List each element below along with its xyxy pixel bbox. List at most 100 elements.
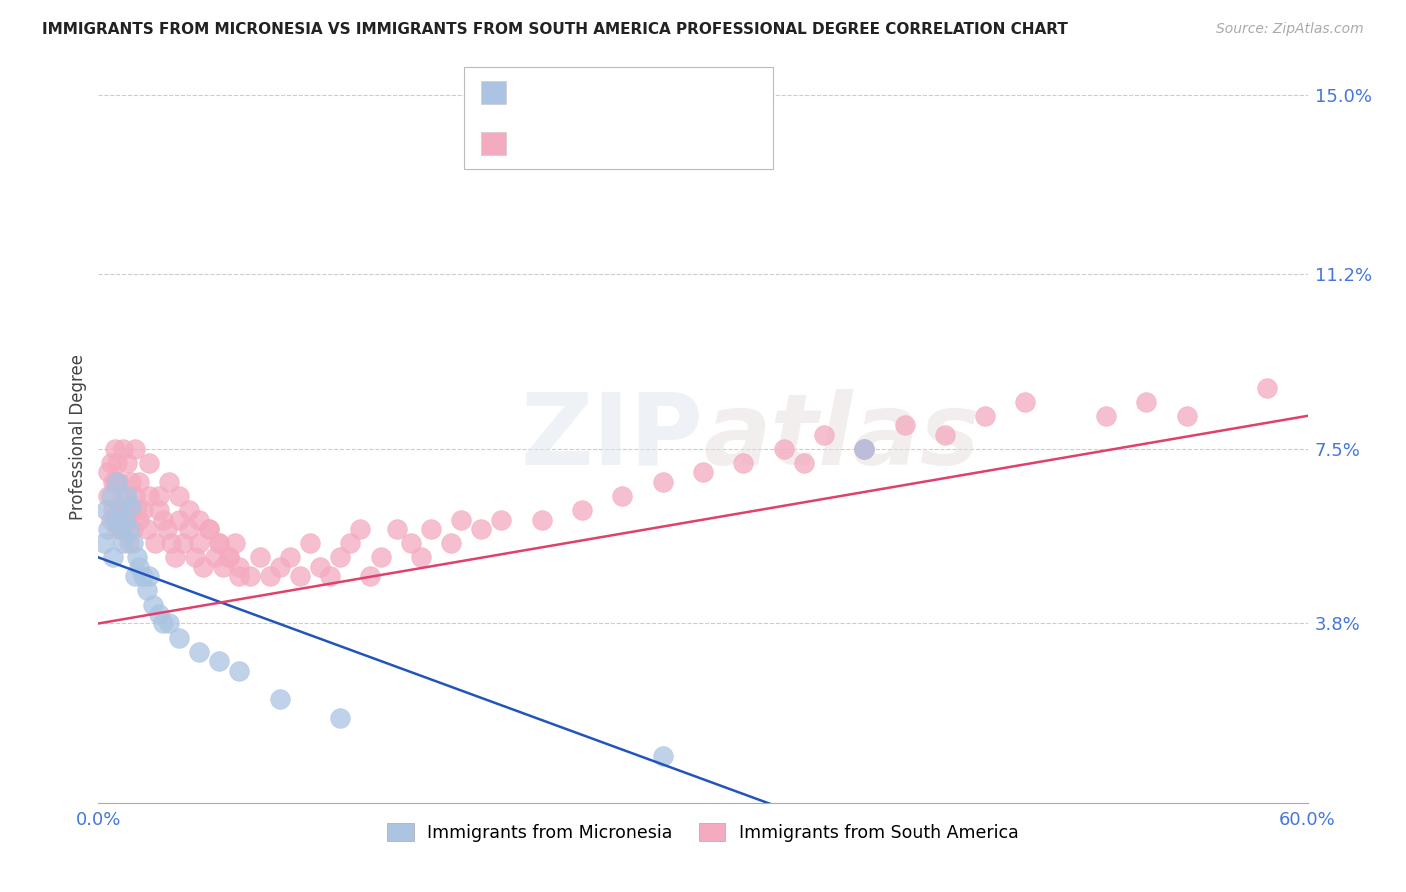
Point (651, 748, 673, 763)
Point (1014, 394, 1036, 409)
Point (278, 550, 301, 565)
Point (450, 513, 472, 527)
Point (96, 503, 118, 517)
Point (103, 442, 125, 456)
Point (399, 536, 422, 550)
Point (100, 456, 122, 470)
Point (115, 513, 138, 527)
Point (111, 442, 134, 456)
Point (1095, 409, 1118, 423)
Point (105, 456, 128, 470)
Point (188, 645, 211, 659)
Point (188, 536, 211, 550)
Point (93, 536, 115, 550)
Point (124, 569, 146, 583)
Point (934, 427, 956, 442)
Point (152, 616, 174, 631)
Point (167, 631, 190, 645)
Point (339, 536, 361, 550)
Point (97, 489, 120, 503)
Point (103, 513, 125, 527)
Y-axis label: Professional Degree: Professional Degree (69, 354, 87, 520)
Point (101, 503, 124, 517)
Point (163, 550, 186, 565)
Point (110, 522, 132, 536)
Text: 101: 101 (658, 135, 695, 153)
Point (135, 522, 157, 536)
Point (208, 536, 231, 550)
Point (148, 607, 170, 621)
Point (218, 550, 240, 565)
Point (184, 550, 207, 565)
Point (100, 513, 122, 527)
Point (208, 654, 231, 668)
Point (167, 513, 190, 527)
Point (1135, 394, 1157, 409)
Text: N =: N = (621, 84, 661, 102)
Point (612, 489, 634, 503)
Point (204, 550, 226, 565)
Legend: Immigrants from Micronesia, Immigrants from South America: Immigrants from Micronesia, Immigrants f… (381, 816, 1025, 849)
Point (152, 513, 174, 527)
Point (157, 616, 180, 631)
Point (360, 569, 382, 583)
Point (160, 536, 183, 550)
Point (299, 536, 322, 550)
Point (142, 598, 165, 612)
Point (259, 569, 281, 583)
Point (208, 536, 231, 550)
Point (115, 489, 138, 503)
Point (733, 456, 755, 470)
Point (125, 503, 148, 517)
Point (319, 569, 342, 583)
Point (224, 536, 246, 550)
Point (370, 550, 392, 565)
Point (138, 489, 160, 503)
Point (132, 503, 155, 517)
Point (893, 418, 915, 433)
Point (105, 475, 128, 489)
Point (120, 499, 142, 513)
Point (128, 559, 150, 574)
Point (115, 456, 138, 470)
Point (269, 559, 291, 574)
Point (97, 466, 120, 480)
Text: R =: R = (516, 135, 560, 153)
Point (228, 559, 250, 574)
Point (269, 692, 291, 706)
Point (121, 536, 143, 550)
Point (212, 559, 235, 574)
Point (692, 466, 714, 480)
Point (156, 522, 179, 536)
Point (198, 522, 221, 536)
Point (571, 503, 593, 517)
Text: N =: N = (621, 135, 661, 153)
Point (101, 550, 124, 565)
Point (111, 503, 134, 517)
Point (148, 503, 170, 517)
Point (288, 569, 311, 583)
Point (651, 475, 673, 489)
Point (218, 550, 240, 565)
Point (114, 513, 136, 527)
Point (249, 550, 271, 565)
Point (97, 522, 120, 536)
Point (138, 569, 160, 583)
Point (228, 664, 250, 678)
Point (107, 499, 129, 513)
Point (120, 503, 142, 517)
Point (329, 550, 352, 565)
Point (167, 489, 190, 503)
Point (118, 522, 141, 536)
Point (124, 442, 146, 456)
Point (118, 536, 141, 550)
Point (772, 442, 794, 456)
Point (132, 569, 155, 583)
Point (793, 456, 815, 470)
Point (228, 569, 250, 583)
Text: -0.394: -0.394 (551, 84, 613, 102)
Point (974, 409, 997, 423)
Point (101, 475, 124, 489)
Point (128, 475, 150, 489)
Point (125, 550, 148, 565)
